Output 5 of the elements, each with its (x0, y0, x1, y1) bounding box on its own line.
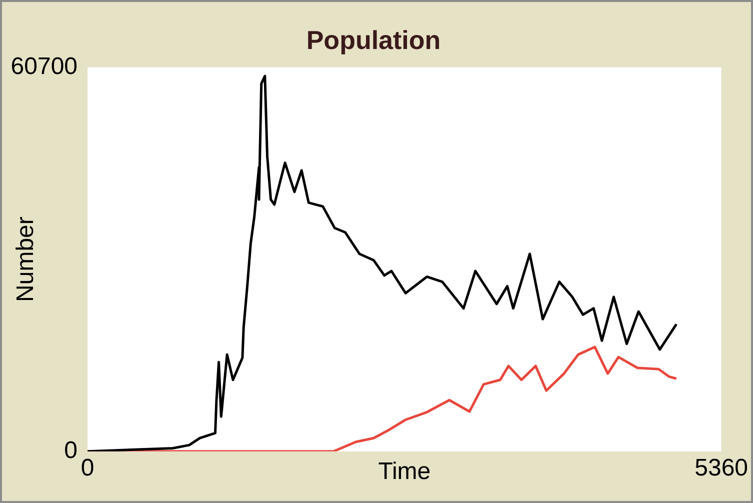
chart-title: Population (306, 24, 441, 55)
x-tick-label: 5360 (694, 454, 748, 482)
y-tick-label: 60700 (10, 52, 78, 80)
x-axis-title: Time (378, 458, 431, 486)
y-axis-title: Number (12, 216, 40, 302)
